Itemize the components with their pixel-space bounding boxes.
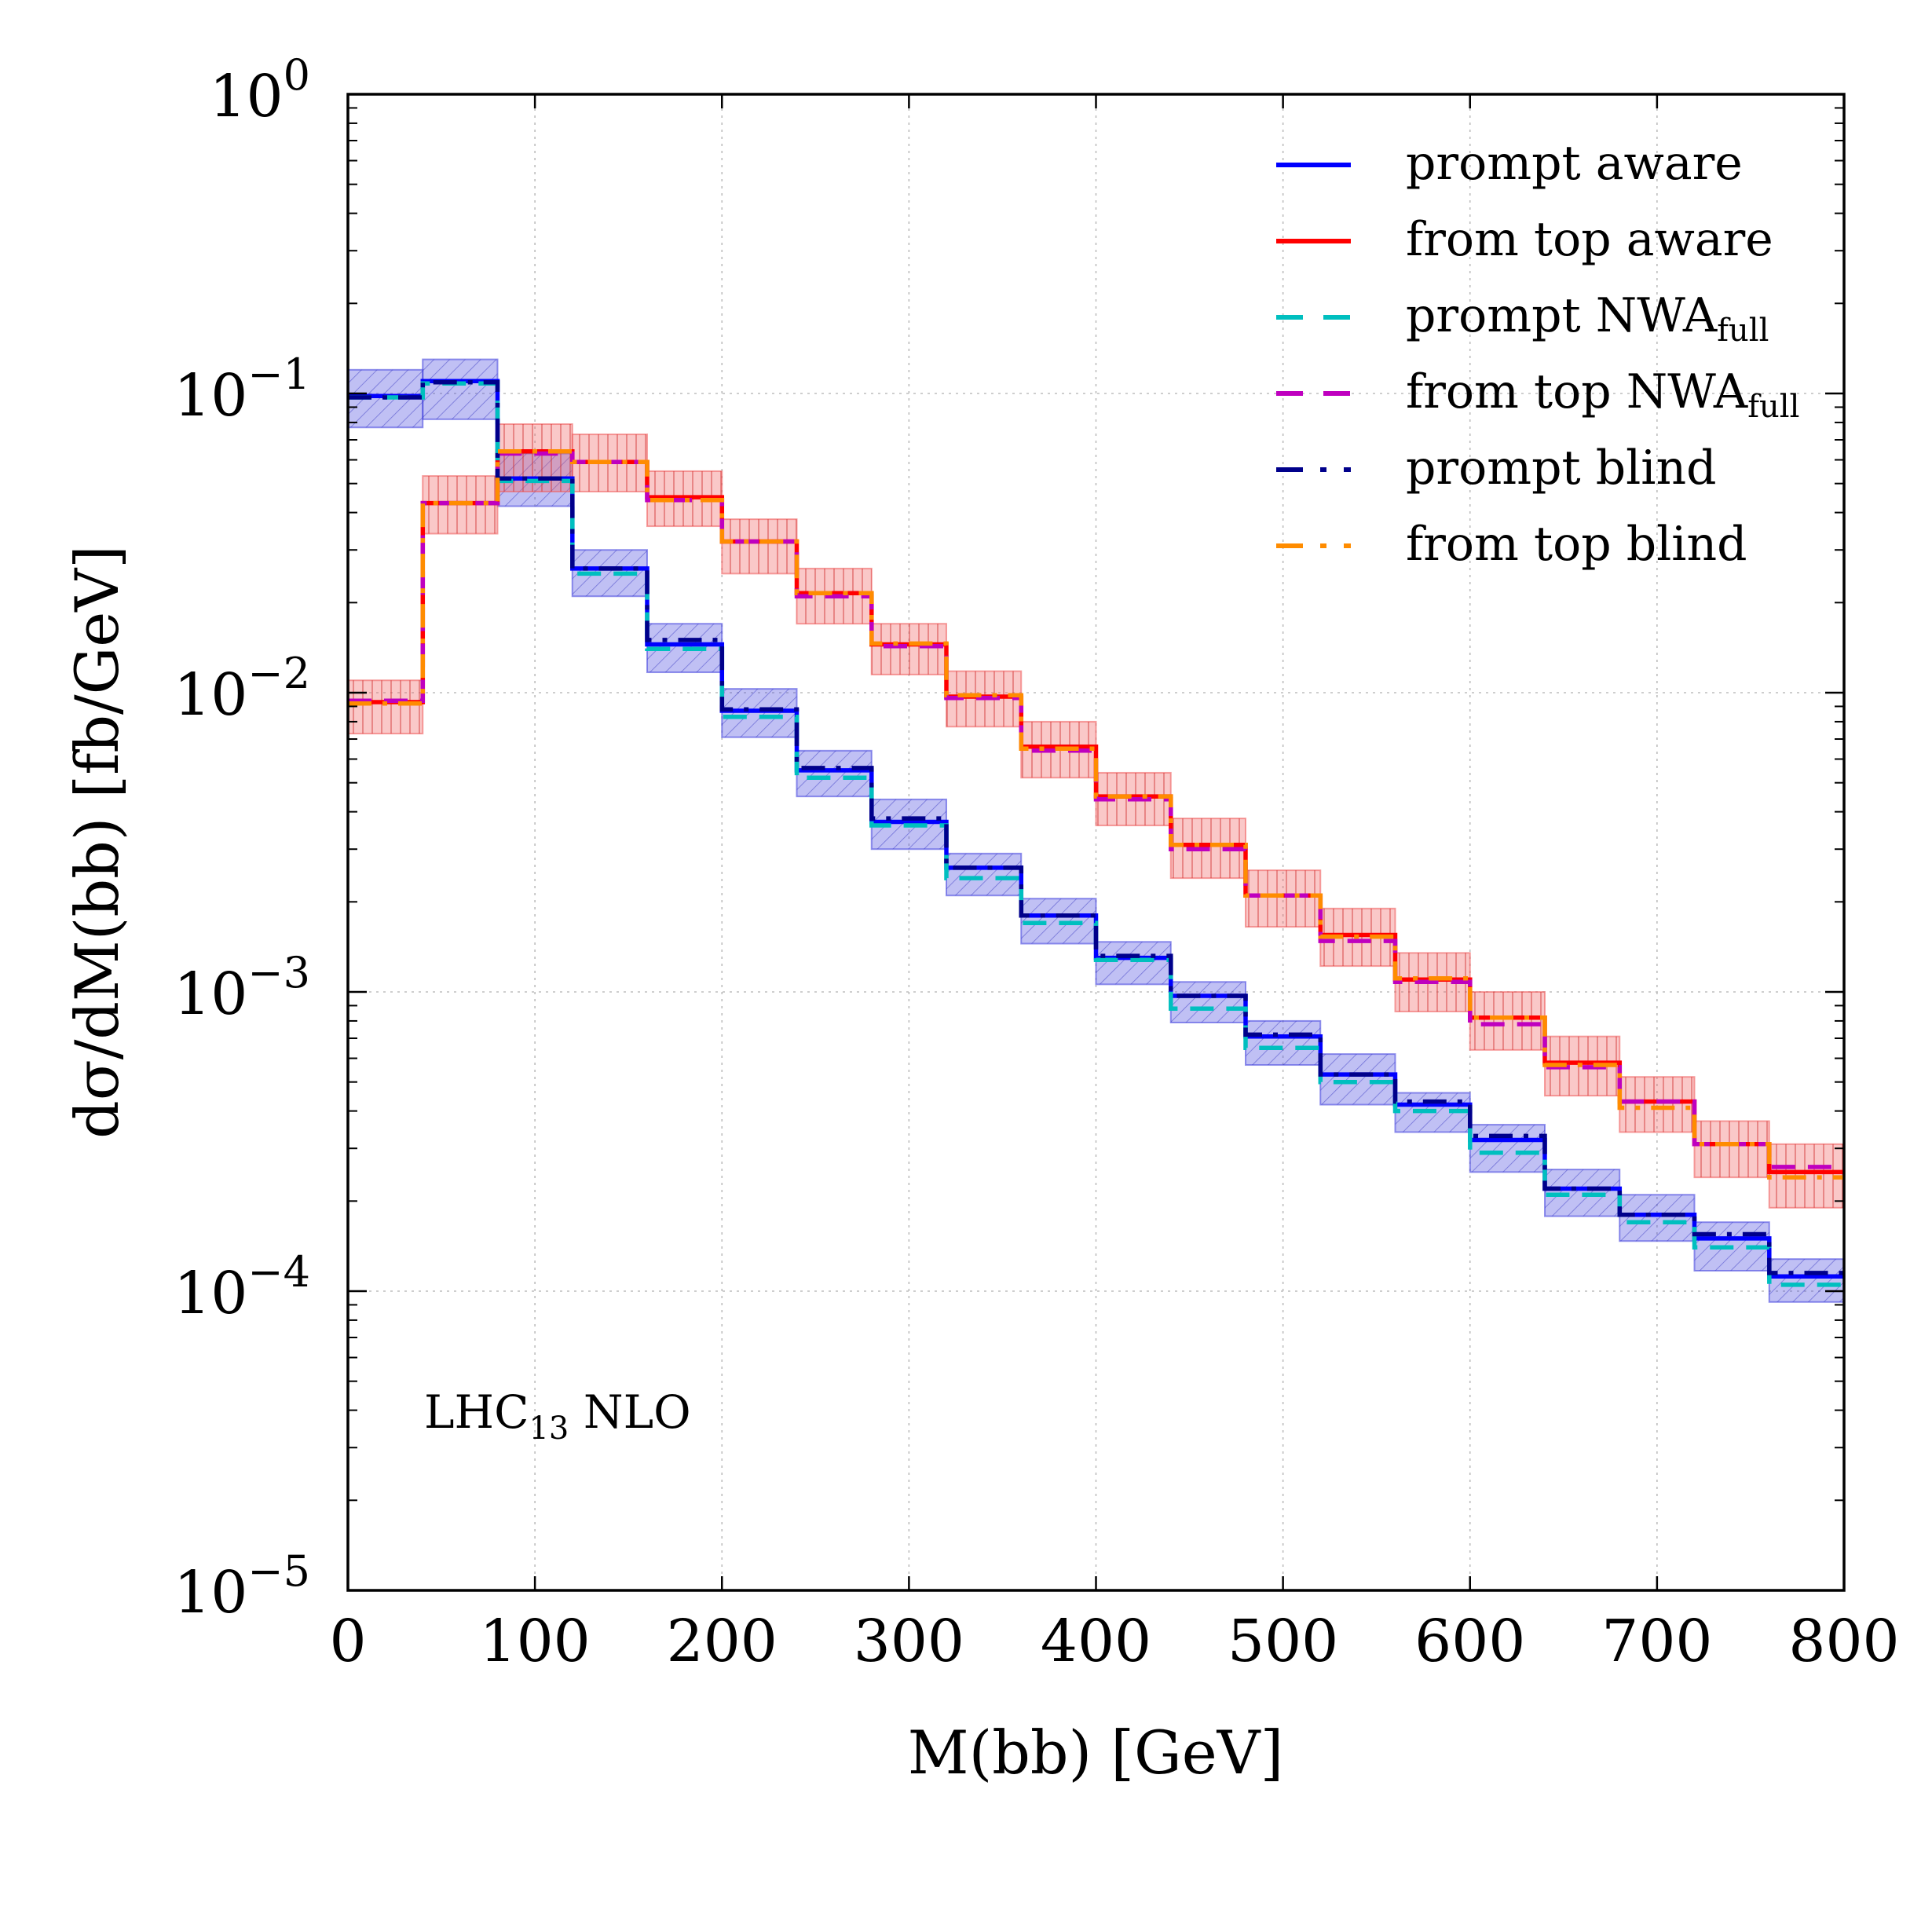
- x-tick-label: 400: [1041, 1608, 1151, 1675]
- prompt-band-hatch: [722, 689, 797, 737]
- prompt-band-hatch: [423, 359, 498, 419]
- from-top-band-hatch: [722, 519, 797, 574]
- prompt-band-hatch: [1170, 982, 1246, 1023]
- series-line-from-top-blind: [348, 449, 1844, 1180]
- y-tick-label: 10−3: [174, 948, 310, 1028]
- legend-label: from top blind: [1406, 517, 1747, 572]
- y-tick-label: 10−1: [174, 349, 310, 430]
- y-tick-label: 10−2: [174, 649, 310, 729]
- from-top-band-hatch: [1469, 992, 1545, 1050]
- x-tick-label: 0: [329, 1608, 366, 1675]
- x-tick-label: 500: [1228, 1608, 1338, 1675]
- x-tick-label: 700: [1601, 1608, 1712, 1675]
- prompt-band-hatch: [796, 750, 872, 797]
- x-tick-label: 300: [854, 1608, 964, 1675]
- series-line-prompt-blind: [348, 379, 1844, 1275]
- prompt-band-hatch: [1096, 942, 1171, 985]
- y-tick-label: 10−5: [174, 1546, 310, 1626]
- legend-label: prompt blind: [1406, 441, 1717, 496]
- x-tick-label: 200: [667, 1608, 778, 1675]
- from-top-band-hatch: [1246, 870, 1321, 928]
- tick-labels: 0 100 200 300 400 500 600 700 800 100 10−1 10−2 10−3…: [174, 50, 1899, 1675]
- legend-label: prompt NWAfull: [1406, 288, 1769, 349]
- from-top-band-hatch: [348, 680, 423, 734]
- prompt-band-hatch: [1246, 1020, 1321, 1066]
- y-tick-label: 100: [209, 50, 310, 130]
- x-tick-label: 100: [480, 1608, 591, 1675]
- from-top-band-hatch: [1694, 1121, 1769, 1178]
- prompt-band-hatch: [1619, 1195, 1695, 1242]
- x-tick-label: 600: [1414, 1608, 1525, 1675]
- legend-label: prompt aware: [1406, 136, 1743, 191]
- prompt-band-hatch: [946, 853, 1022, 896]
- from-top-band-hatch: [1619, 1077, 1695, 1132]
- annotation-lhc: LHC13 NLO: [424, 1385, 691, 1447]
- x-axis-label: M(bb) [GeV]: [908, 1718, 1283, 1787]
- from-top-band-hatch: [1769, 1143, 1844, 1208]
- prompt-band-hatch: [1320, 1054, 1396, 1105]
- y-axis-label: dσ/dM(bb) [fb/GeV]: [62, 545, 132, 1139]
- legend-label: from top NWAfull: [1406, 364, 1799, 425]
- series-lines: [348, 379, 1844, 1287]
- legend: prompt aware from top aware prompt NWAfull…: [1276, 136, 1799, 572]
- prompt-band-hatch: [1769, 1259, 1844, 1302]
- prompt-band-hatch: [1469, 1125, 1545, 1173]
- y-tick-label: 10−4: [174, 1247, 310, 1327]
- plot-frame: [346, 93, 1846, 1592]
- legend-label: from top aware: [1406, 212, 1773, 267]
- from-top-band-hatch: [871, 624, 946, 675]
- x-tick-label: 800: [1788, 1608, 1899, 1675]
- grid: [348, 94, 1844, 1590]
